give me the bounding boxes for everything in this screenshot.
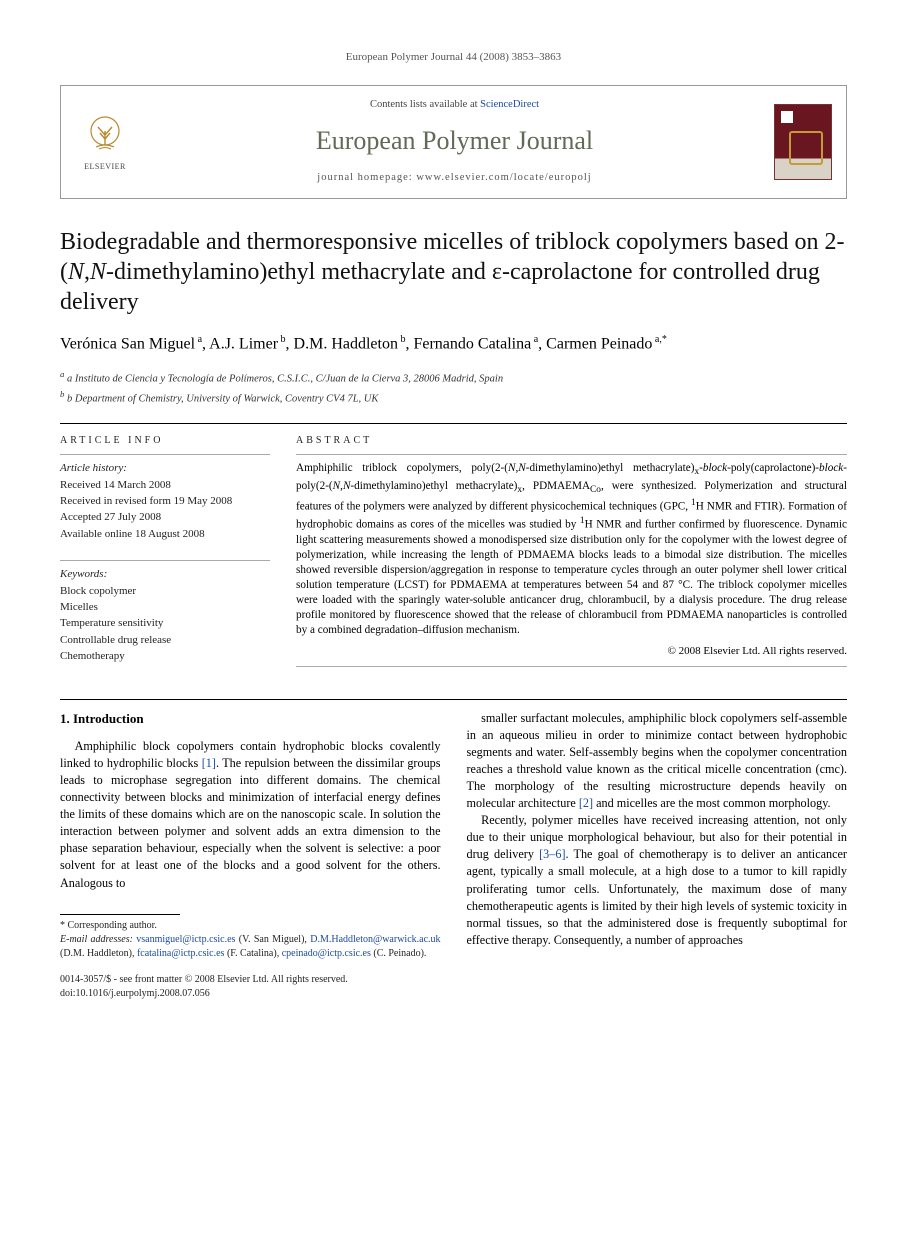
abstract-column: abstract Amphiphilic triblock copolymers… [296, 434, 847, 672]
email-link[interactable]: vsanmiguel@ictp.csic.es [136, 934, 235, 945]
history-received: Received 14 March 2008 [60, 478, 270, 493]
contents-prefix: Contents lists available at [370, 99, 480, 110]
front-matter-line: 0014-3057/$ - see front matter © 2008 El… [60, 973, 441, 987]
affiliations: a a Instituto de Ciencia y Tecnología de… [60, 368, 847, 407]
homepage-prefix: journal homepage: [317, 172, 416, 183]
affiliation-a: a a Instituto de Ciencia y Tecnología de… [60, 368, 847, 387]
intro-heading: 1. Introduction [60, 710, 441, 728]
email-who: (F. Catalina) [227, 948, 277, 959]
emails-label: E-mail addresses: [60, 934, 133, 945]
corresponding-author: * Corresponding author. [60, 919, 441, 933]
intro-para-1: Amphiphilic block copolymers contain hyd… [60, 738, 441, 892]
footnotes: * Corresponding author. E-mail addresses… [60, 914, 441, 1001]
abstract-text: Amphiphilic triblock copolymers, poly(2-… [296, 461, 847, 638]
article-body: 1. Introduction Amphiphilic block copoly… [60, 710, 847, 1001]
keyword: Temperature sensitivity [60, 616, 270, 631]
divider-info [60, 454, 270, 455]
email-link[interactable]: cpeinado@ictp.csic.es [282, 948, 371, 959]
email-addresses: E-mail addresses: vsanmiguel@ictp.csic.e… [60, 933, 441, 961]
keyword: Block copolymer [60, 584, 270, 599]
affiliation-b: b b Department of Chemistry, University … [60, 388, 847, 407]
history-label: Article history: [60, 461, 270, 476]
sciencedirect-link[interactable]: ScienceDirect [480, 99, 539, 110]
front-matter-footer: 0014-3057/$ - see front matter © 2008 El… [60, 973, 441, 1001]
cite-2[interactable]: [2] [579, 796, 593, 810]
divider-top [60, 423, 847, 424]
email-who: (C. Peinado). [373, 948, 426, 959]
journal-cover-thumb [774, 104, 832, 180]
divider-abs-bottom [296, 666, 847, 667]
intro-para-3: Recently, polymer micelles have received… [467, 812, 848, 949]
email-who: (V. San Miguel) [239, 934, 305, 945]
keyword: Chemotherapy [60, 649, 270, 664]
history-online: Available online 18 August 2008 [60, 527, 270, 542]
elsevier-logo: ELSEVIER [75, 107, 135, 177]
email-who: (D.M. Haddleton) [60, 948, 132, 959]
history-accepted: Accepted 27 July 2008 [60, 510, 270, 525]
keyword: Controllable drug release [60, 633, 270, 648]
homepage-url[interactable]: www.elsevier.com/locate/europolj [416, 172, 591, 183]
divider-abs [296, 454, 847, 455]
history-revised: Received in revised form 19 May 2008 [60, 494, 270, 509]
email-link[interactable]: fcatalina@ictp.csic.es [137, 948, 225, 959]
abstract-copyright: © 2008 Elsevier Ltd. All rights reserved… [296, 644, 847, 659]
cite-3-6[interactable]: [3–6] [539, 847, 565, 861]
publisher-label: ELSEVIER [84, 161, 126, 172]
doi-line: doi:10.1016/j.eurpolymj.2008.07.056 [60, 987, 441, 1001]
keywords-label: Keywords: [60, 567, 270, 582]
journal-homepage: journal homepage: www.elsevier.com/locat… [149, 171, 760, 186]
masthead-center: Contents lists available at ScienceDirec… [149, 98, 760, 186]
divider-body-top [60, 699, 847, 700]
elsevier-tree-icon [82, 113, 128, 159]
divider-kw [60, 560, 270, 561]
journal-masthead: ELSEVIER Contents lists available at Sci… [60, 85, 847, 199]
keyword: Micelles [60, 600, 270, 615]
running-head: European Polymer Journal 44 (2008) 3853–… [60, 50, 847, 65]
author-list: Verónica San Miguel a, A.J. Limer b, D.M… [60, 333, 847, 356]
article-info-heading: article info [60, 434, 270, 448]
abstract-heading: abstract [296, 434, 847, 448]
article-info-column: article info Article history: Received 1… [60, 434, 270, 672]
contents-line: Contents lists available at ScienceDirec… [149, 98, 760, 113]
article-title: Biodegradable and thermoresponsive micel… [60, 227, 847, 317]
intro-para-2: smaller surfactant molecules, amphiphili… [467, 710, 848, 812]
journal-name: European Polymer Journal [149, 123, 760, 159]
cite-1[interactable]: [1] [202, 756, 216, 770]
email-link[interactable]: D.M.Haddleton@warwick.ac.uk [310, 934, 440, 945]
